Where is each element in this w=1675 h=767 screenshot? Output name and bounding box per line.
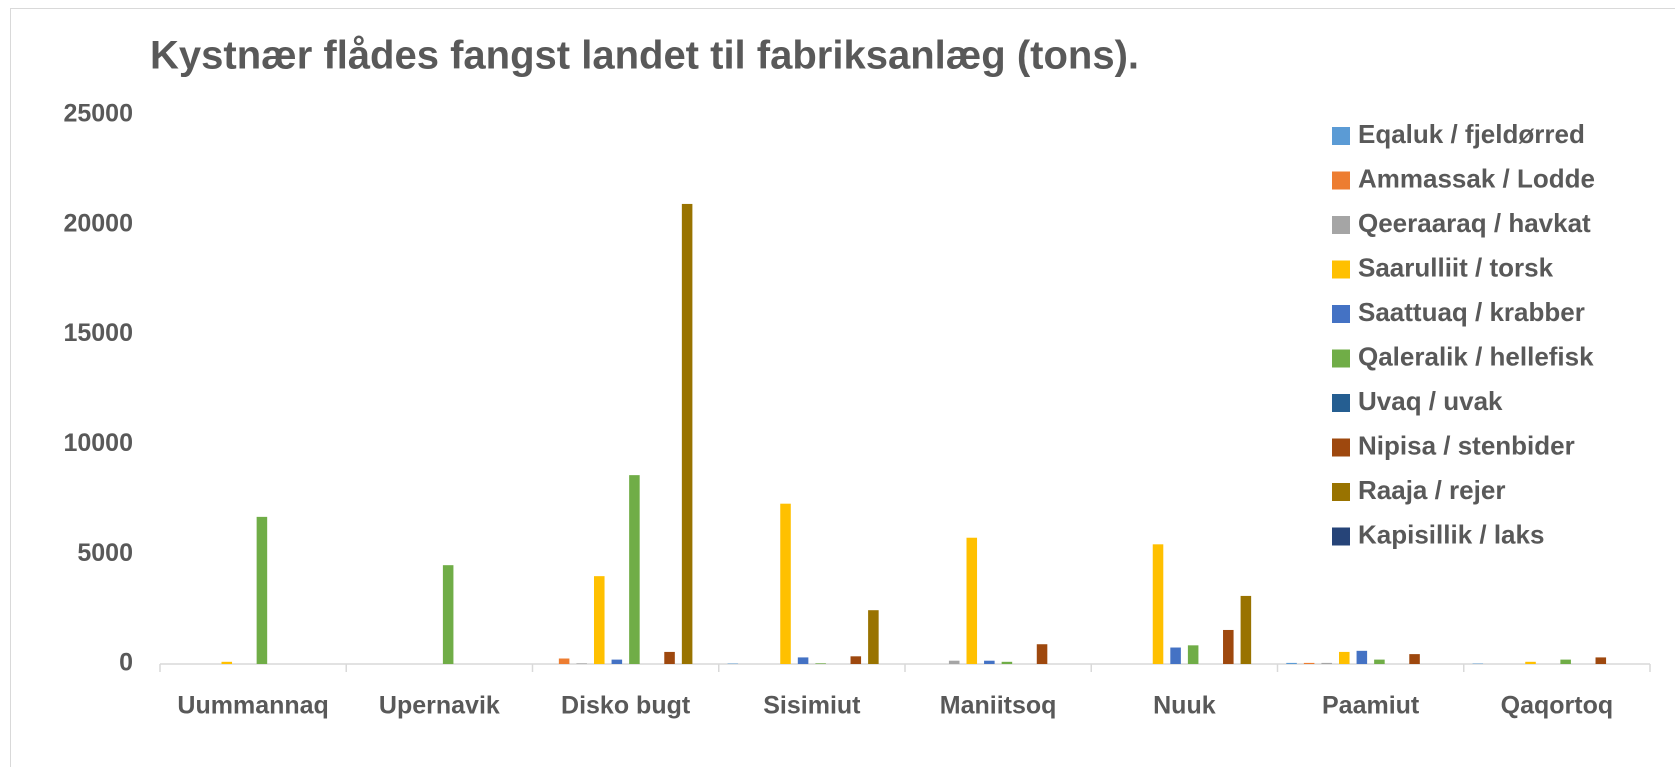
legend-label: Eqaluk / fjeldørred	[1358, 119, 1585, 149]
x-tick-label: Qaqortoq	[1501, 692, 1614, 720]
legend-label: Qaleralik / hellefisk	[1358, 341, 1594, 371]
bar	[1374, 659, 1385, 664]
bar	[815, 663, 826, 664]
bar	[850, 656, 862, 664]
bar	[1187, 645, 1199, 664]
legend-swatch	[1332, 171, 1350, 190]
legend-label: Raaja / rejer	[1358, 475, 1505, 505]
bar	[1338, 651, 1350, 664]
x-tick-label: Maniitsoq	[940, 692, 1057, 720]
bar	[948, 660, 960, 664]
x-tick-label: Uummannaq	[177, 692, 328, 720]
bar	[1303, 662, 1315, 664]
y-tick-label: 0	[119, 649, 133, 677]
legend-label: Qeeraaraq / havkat	[1358, 208, 1591, 238]
bar	[442, 565, 454, 664]
bar	[558, 658, 570, 664]
bar	[1560, 659, 1571, 664]
legend-swatch	[1332, 127, 1350, 145]
bar	[780, 503, 791, 664]
bar	[797, 657, 809, 664]
legend-swatch	[1332, 305, 1350, 323]
legend-label: Nipisa / stenbider	[1358, 430, 1575, 460]
bar	[593, 576, 605, 664]
bar	[681, 203, 693, 665]
bar	[868, 610, 879, 664]
legend-swatch	[1332, 527, 1350, 546]
bar	[1595, 657, 1607, 664]
legend-swatch	[1332, 483, 1350, 501]
bar	[1036, 644, 1048, 664]
y-tick-label: 10000	[63, 429, 133, 457]
legend-swatch	[1332, 216, 1350, 234]
bar	[1286, 662, 1297, 664]
y-tick-label: 5000	[77, 539, 133, 567]
legend-swatch	[1332, 438, 1350, 457]
legend-swatch	[1332, 260, 1350, 279]
x-tick-label: Sisimiut	[763, 692, 861, 720]
legend-label: Saattuaq / krabber	[1358, 297, 1585, 327]
bar	[576, 663, 587, 664]
x-tick-label: Nuuk	[1153, 692, 1216, 720]
bar	[1170, 647, 1181, 664]
bar	[1409, 654, 1420, 664]
bar	[629, 475, 640, 664]
bar	[984, 660, 995, 664]
bar	[1152, 544, 1164, 664]
x-tick-label: Upernavik	[379, 692, 500, 720]
legend-label: Uvaq / uvak	[1358, 386, 1503, 416]
legend-label: Saarulliit / torsk	[1358, 252, 1554, 282]
bar	[1001, 661, 1013, 664]
legend-label: Ammassak / Lodde	[1358, 163, 1595, 193]
bar	[221, 661, 233, 664]
bar	[256, 516, 268, 664]
legend-swatch	[1332, 349, 1350, 368]
legend-label: Kapisillik / laks	[1358, 519, 1544, 549]
bar	[611, 659, 623, 664]
y-tick-label: 25000	[63, 100, 133, 128]
bar	[1240, 595, 1252, 664]
legend-swatch	[1332, 394, 1350, 412]
y-tick-label: 20000	[63, 209, 133, 237]
bar	[1321, 662, 1332, 664]
bar	[1223, 629, 1234, 664]
bar	[1356, 650, 1368, 664]
x-tick-label: Disko bugt	[561, 692, 691, 720]
x-tick-label: Paamiut	[1322, 692, 1420, 720]
chart-frame	[10, 8, 1675, 767]
bar	[1525, 661, 1536, 664]
bar	[966, 537, 978, 664]
chart-title: Kystnær flådes fangst landet til fabriks…	[150, 34, 1139, 78]
y-tick-label: 15000	[63, 319, 133, 347]
bar	[664, 651, 675, 664]
